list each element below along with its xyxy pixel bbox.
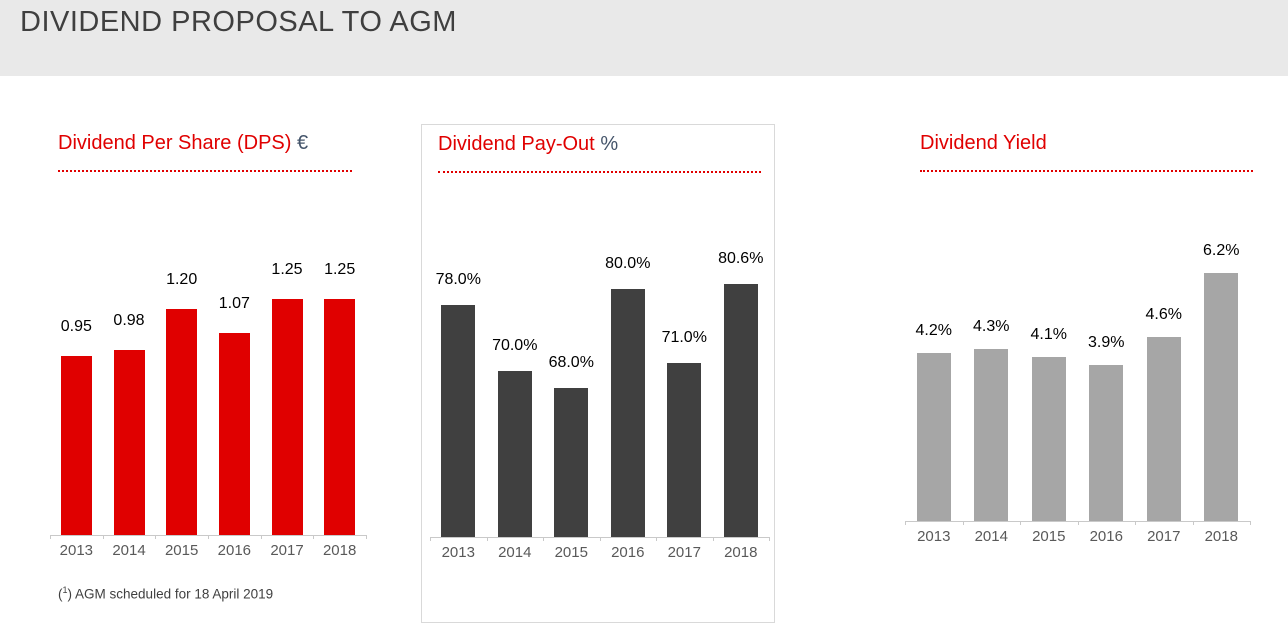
bar-value-label: 4.1% (1030, 326, 1067, 343)
x-axis-tick (102, 535, 104, 539)
x-axis-label: 2017 (667, 544, 701, 561)
bar-value-label: 68.0% (548, 354, 594, 371)
chart-title-dps: Dividend Per Share (DPS) € (58, 130, 308, 156)
x-axis-tick (313, 535, 315, 539)
bar-2018 (723, 284, 758, 537)
x-axis-label: 2013 (441, 544, 475, 561)
x-axis-tick (486, 537, 488, 541)
bar-2015 (1031, 357, 1066, 521)
bar-value-label: 1.07 (218, 295, 250, 312)
header-band: DIVIDEND PROPOSAL TO AGM (0, 0, 1288, 76)
bar-2016 (218, 333, 250, 535)
x-axis-tick (366, 535, 367, 539)
bar-2018 (324, 299, 356, 535)
panel-dividend-yield: Dividend Yield 4.2% 2013 4.3% 2014 4.1% 2015 3… (900, 124, 1272, 574)
panel-dividend-payout: Dividend Pay-Out % 78.0% 2013 70.0% 2014 68.… (421, 124, 775, 623)
x-axis-tick (1250, 521, 1251, 525)
x-axis-label: 2016 (217, 542, 252, 559)
x-axis-label: 2016 (1089, 528, 1123, 545)
bar-value-label: 80.6% (718, 250, 764, 267)
x-axis-label: 2013 (59, 542, 94, 559)
bar-value-label: 1.20 (166, 271, 198, 288)
dotted-divider (58, 170, 352, 172)
x-axis-label: 2015 (164, 542, 199, 559)
bar-value-label: 1.25 (324, 261, 356, 278)
x-axis-label: 2018 (1204, 528, 1238, 545)
footnote: (1) AGM scheduled for 18 April 2019 (58, 585, 274, 602)
x-axis-tick (50, 535, 51, 539)
x-axis-tick (712, 537, 714, 541)
x-axis-tick (208, 535, 209, 539)
panel-dividend-per-share: Dividend Per Share (DPS) € 0.95 2013 0.98 2… (38, 124, 378, 594)
bar-2014 (113, 350, 145, 535)
dotted-divider (920, 170, 1253, 172)
x-axis-tick (1192, 521, 1194, 525)
bar-2016 (610, 289, 645, 537)
bar-2013 (916, 353, 951, 521)
x-axis-label: 2016 (611, 544, 645, 561)
bar-2016 (1089, 365, 1124, 521)
x-axis-tick (905, 521, 906, 525)
x-axis-label: 2014 (498, 544, 532, 561)
bar-value-label: 3.9% (1088, 334, 1125, 351)
bar-value-label: 70.0% (492, 337, 538, 354)
x-axis-tick (769, 537, 770, 541)
x-axis-label: 2015 (1032, 528, 1066, 545)
dps-bar-chart: 0.95 2013 0.98 2014 1.20 2015 1.07 2016 1.25 2017… (38, 245, 378, 559)
chart-title-text: Dividend Per Share (DPS) (58, 132, 292, 154)
bar-2015 (554, 388, 589, 537)
x-axis-label: 2018 (322, 542, 357, 559)
x-axis-label: 2017 (270, 542, 304, 559)
x-axis-tick (1077, 521, 1079, 525)
footnote-marker: 1 (62, 585, 68, 595)
x-axis-tick (155, 535, 157, 539)
chart-title-suffix: € (297, 132, 309, 154)
x-axis-label: 2018 (724, 544, 758, 561)
bar-value-label: 71.0% (661, 329, 707, 346)
x-axis-tick (430, 537, 431, 541)
x-axis-tick (260, 535, 262, 539)
bar-2017 (271, 299, 303, 535)
slide-title: DIVIDEND PROPOSAL TO AGM (20, 6, 457, 38)
chart-title-suffix: % (600, 133, 619, 155)
chart-title-text: Dividend Yield (920, 132, 1047, 154)
x-axis-tick (962, 521, 964, 525)
chart-title-payout: Dividend Pay-Out % (438, 131, 618, 157)
x-axis-label: 2015 (554, 544, 588, 561)
chart-title-text: Dividend Pay-Out (438, 133, 595, 155)
bar-2013 (60, 356, 92, 535)
payout-bar-chart: 78.0% 2013 70.0% 2014 68.0% 2015 80.0% 2016 71.0… (422, 237, 774, 561)
bar-value-label: 4.6% (1145, 306, 1182, 323)
bar-2017 (1146, 337, 1181, 521)
x-axis-label: 2014 (112, 542, 146, 559)
x-axis-tick (599, 537, 601, 541)
x-axis-label: 2017 (1147, 528, 1181, 545)
x-axis-label: 2014 (974, 528, 1008, 545)
bar-2014 (497, 371, 532, 537)
bar-2015 (166, 309, 198, 535)
bar-2013 (441, 305, 476, 537)
x-axis-tick (656, 537, 657, 541)
dotted-divider (438, 171, 761, 173)
x-axis-label: 2013 (917, 528, 951, 545)
bar-2014 (974, 349, 1009, 521)
bar-value-label: 1.25 (271, 261, 303, 278)
bar-2017 (667, 363, 702, 537)
x-axis-tick (1020, 521, 1021, 525)
x-axis-tick (543, 537, 544, 541)
yield-bar-chart: 4.2% 2013 4.3% 2014 4.1% 2015 3.9% 2016 4.6% 2017… (900, 231, 1272, 545)
bar-value-label: 6.2% (1203, 242, 1240, 259)
bar-value-label: 0.95 (60, 318, 92, 335)
bar-value-label: 0.98 (113, 312, 145, 329)
chart-title-yield: Dividend Yield (920, 130, 1047, 156)
bar-2018 (1204, 273, 1239, 521)
x-axis-tick (1135, 521, 1136, 525)
bar-value-label: 78.0% (435, 271, 481, 288)
bar-value-label: 4.2% (915, 322, 952, 339)
bar-value-label: 4.3% (973, 318, 1010, 335)
bar-value-label: 80.0% (605, 255, 651, 272)
footnote-text: AGM scheduled for 18 April 2019 (75, 586, 274, 602)
